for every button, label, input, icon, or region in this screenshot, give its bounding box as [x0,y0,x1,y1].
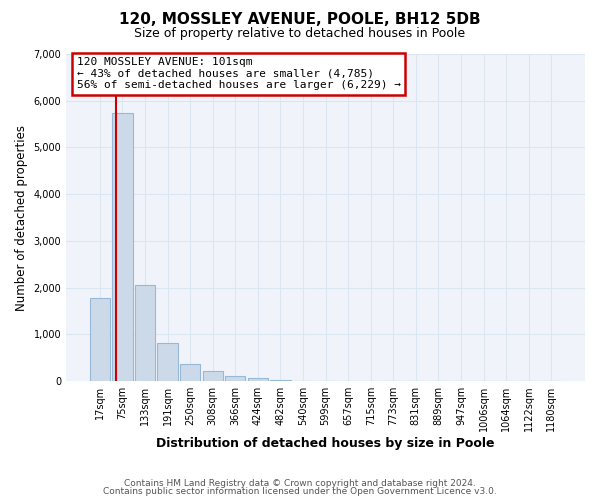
Text: 120, MOSSLEY AVENUE, POOLE, BH12 5DB: 120, MOSSLEY AVENUE, POOLE, BH12 5DB [119,12,481,28]
Bar [180,364,200,381]
Text: Contains HM Land Registry data © Crown copyright and database right 2024.: Contains HM Land Registry data © Crown c… [124,478,476,488]
Y-axis label: Number of detached properties: Number of detached properties [15,124,28,310]
Text: 120 MOSSLEY AVENUE: 101sqm
← 43% of detached houses are smaller (4,785)
56% of s: 120 MOSSLEY AVENUE: 101sqm ← 43% of deta… [77,58,401,90]
Bar [112,114,133,381]
Bar [157,343,178,381]
Bar [248,378,268,381]
Text: Size of property relative to detached houses in Poole: Size of property relative to detached ho… [134,28,466,40]
Text: Contains public sector information licensed under the Open Government Licence v3: Contains public sector information licen… [103,487,497,496]
Bar [90,298,110,381]
Bar [203,371,223,381]
Bar [270,380,290,381]
Bar [135,286,155,381]
Bar [225,376,245,381]
X-axis label: Distribution of detached houses by size in Poole: Distribution of detached houses by size … [157,437,495,450]
